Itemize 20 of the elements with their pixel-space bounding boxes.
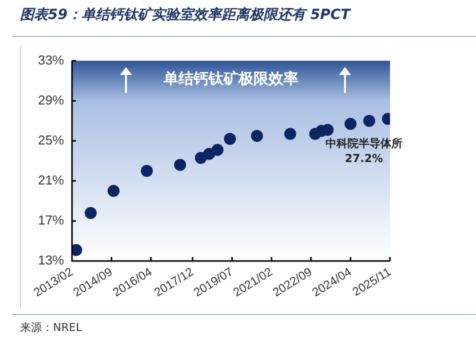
y-tick-label: 13% — [38, 252, 64, 268]
point — [284, 128, 296, 140]
point — [363, 114, 376, 127]
band-label: 单结钙钛矿极限效率 — [162, 70, 298, 88]
annotation: 中科院半导体所 27.2% — [325, 137, 402, 166]
y-tick-label: 21% — [38, 172, 64, 188]
chart-title: 图表59：单结钙钛矿实验室效率距离极限还有 5PCT — [20, 6, 350, 24]
y-tick-label: 33% — [38, 52, 64, 68]
point — [344, 118, 357, 130]
source-note: 来源：NREL — [20, 320, 82, 335]
point — [224, 132, 236, 145]
y-tick-label: 29% — [38, 92, 64, 108]
point — [140, 164, 153, 177]
y-tick-label: 17% — [38, 212, 64, 228]
point — [84, 206, 97, 219]
y-tick-label: 25% — [38, 132, 64, 148]
point — [250, 130, 263, 142]
point — [211, 144, 224, 156]
point — [174, 158, 186, 171]
point — [108, 184, 120, 197]
